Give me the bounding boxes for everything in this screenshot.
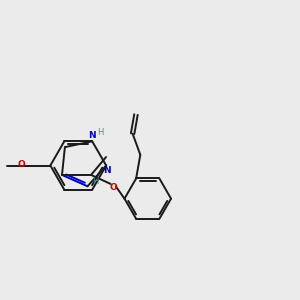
Text: O: O xyxy=(110,182,118,191)
Text: N: N xyxy=(88,131,95,140)
Text: H: H xyxy=(97,128,103,137)
Text: O: O xyxy=(17,160,25,169)
Text: N: N xyxy=(103,167,111,176)
Text: H: H xyxy=(92,177,99,186)
